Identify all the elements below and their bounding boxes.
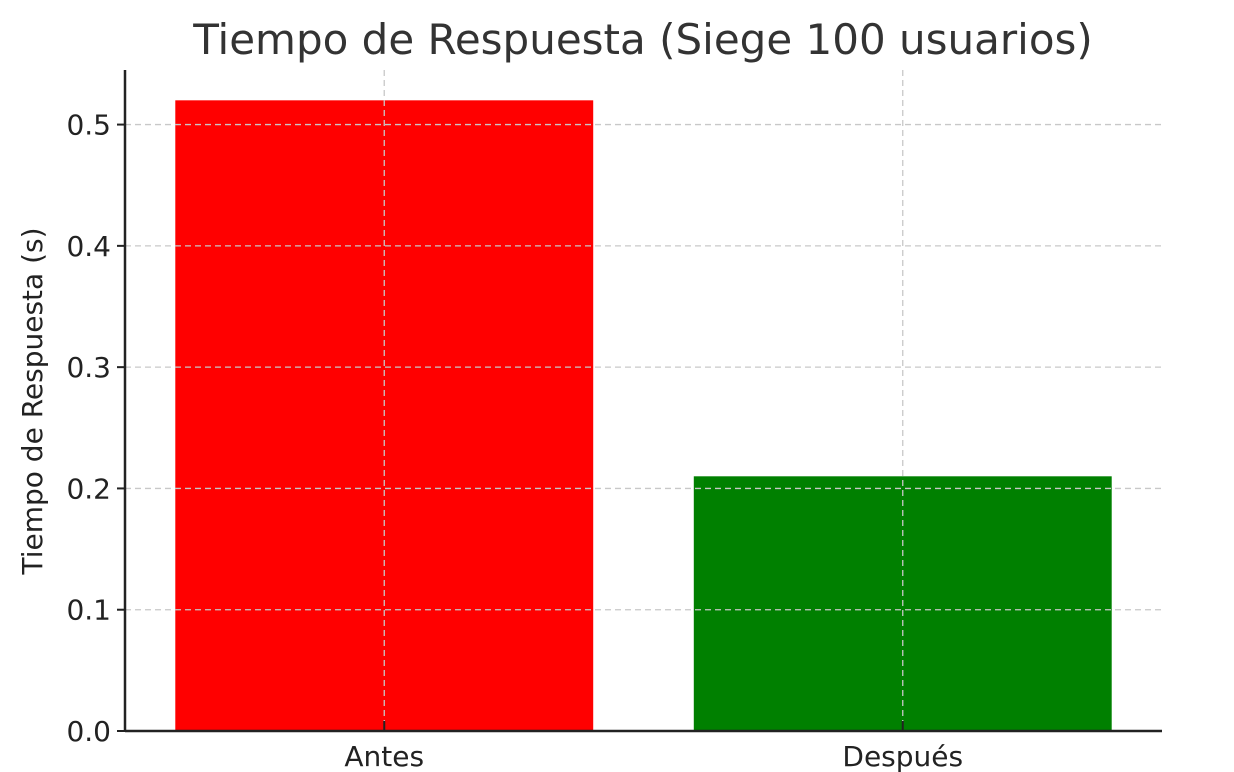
grid xyxy=(125,70,1162,731)
y-tick-label: 0.4 xyxy=(66,230,111,263)
y-axis-label: Tiempo de Respuesta (s) xyxy=(16,227,49,575)
y-tick-label: 0.2 xyxy=(66,472,111,505)
y-tick-label: 0.5 xyxy=(66,109,111,142)
y-tick-label: 0.0 xyxy=(66,715,111,748)
x-tick-label: Antes xyxy=(344,740,424,772)
axes xyxy=(117,70,1162,733)
chart-title: Tiempo de Respuesta (Siege 100 usuarios) xyxy=(192,15,1093,64)
bars xyxy=(175,100,1112,731)
y-tick-label: 0.3 xyxy=(66,351,111,384)
y-tick-label: 0.1 xyxy=(66,594,111,627)
x-tick-label: Después xyxy=(842,740,963,772)
tick-labels: 0.0 0.1 0.2 0.3 0.4 0.5 Antes Después xyxy=(66,109,963,772)
